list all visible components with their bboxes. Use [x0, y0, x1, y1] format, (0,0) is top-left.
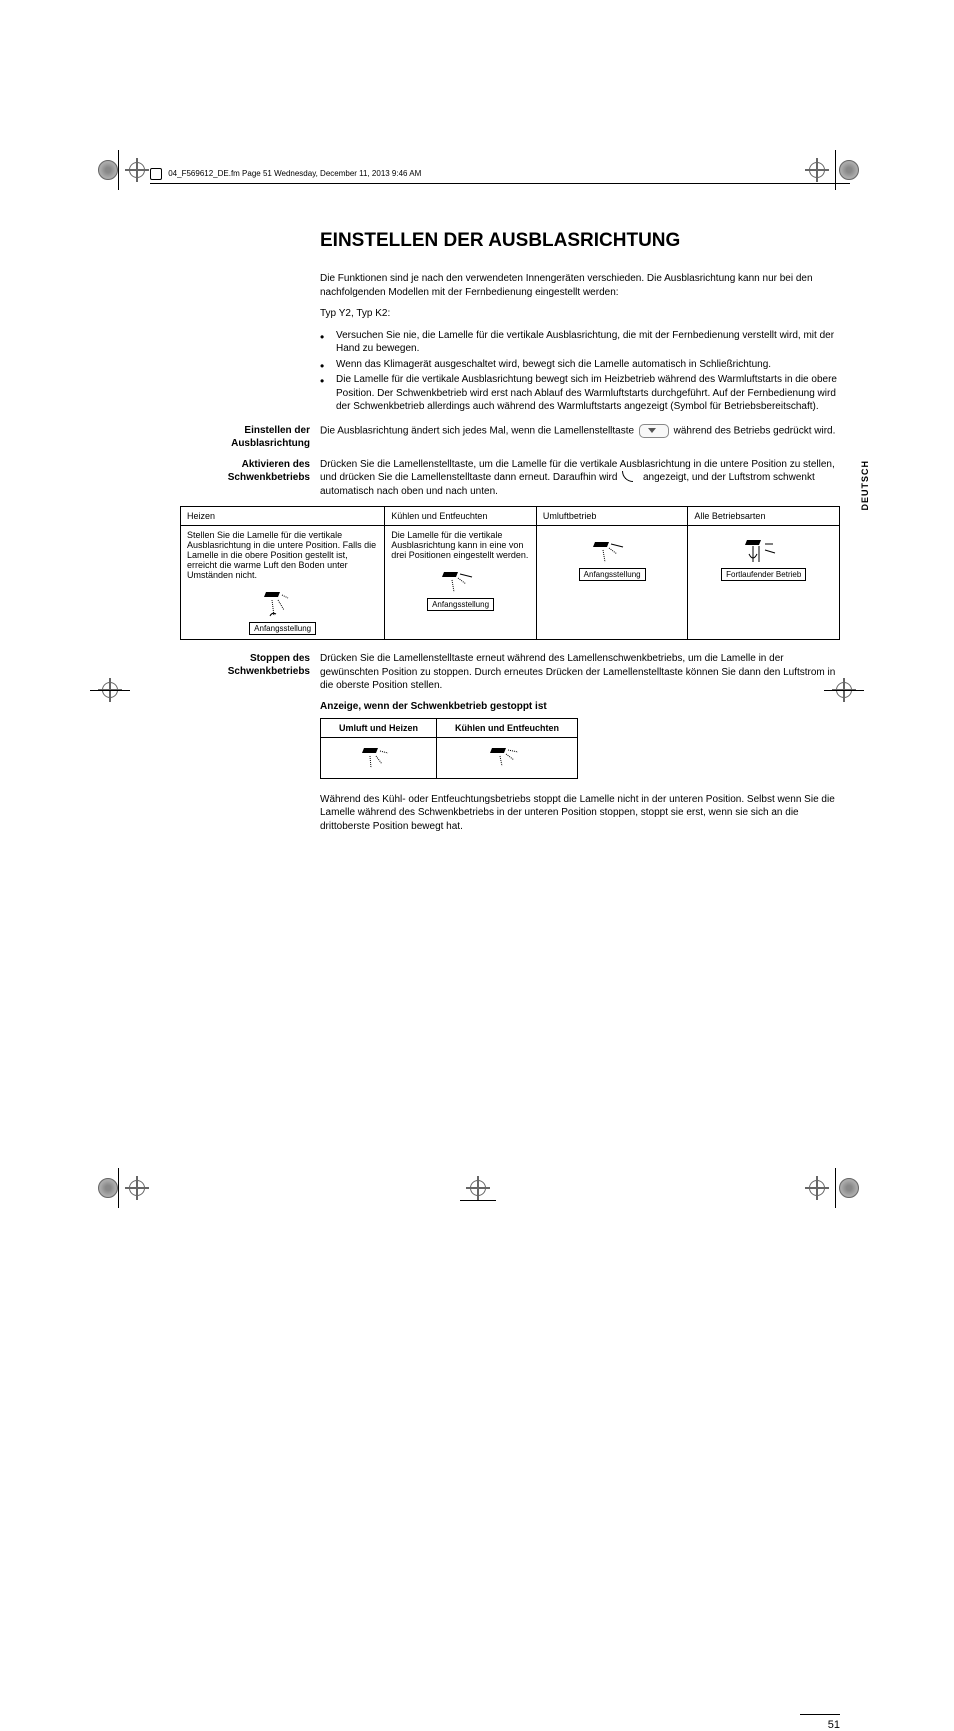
bullet-item: Versuchen Sie nie, die Lamelle für die v… — [320, 329, 840, 356]
section-text: Die Ausblasrichtung ändert sich jedes Ma… — [320, 424, 840, 450]
section-label: Stoppen des Schwenkbetriebs — [180, 652, 320, 693]
page-content: EINSTELLEN DER AUSBLASRICHTUNG Die Funkt… — [180, 230, 840, 841]
table-cell — [321, 737, 437, 778]
header-text: 04_F569612_DE.fm Page 51 Wednesday, Dece… — [168, 169, 421, 178]
printer-bar-bl — [118, 1168, 119, 1208]
page-title: EINSTELLEN DER AUSBLASRICHTUNG — [320, 230, 840, 252]
diagram-caption: Fortlaufender Betrieb — [721, 568, 806, 581]
printer-bar-br — [835, 1168, 836, 1208]
bullet-item: Die Lamelle für die vertikale Ausblasric… — [320, 373, 840, 414]
stopped-table: Umluft und Heizen Kühlen und Entfeuchten — [320, 718, 578, 779]
table-cell: Anfangsstellung — [536, 526, 688, 640]
louver-diagram: Fortlaufender Betrieb — [694, 536, 833, 581]
printer-bar-bc — [460, 1200, 496, 1201]
table-header: Heizen — [181, 507, 385, 526]
printer-mark-bl — [98, 1178, 118, 1198]
louver-diagram: Anfangsstellung — [187, 586, 378, 635]
table-cell: Stellen Sie die Lamelle für die vertikal… — [181, 526, 385, 640]
bullet-item: Wenn das Klimagerät ausgeschaltet wird, … — [320, 358, 840, 372]
table-header: Kühlen und Entfeuchten — [385, 507, 537, 526]
section-label: Einstellen der Ausblasrichtung — [180, 424, 320, 450]
table-cell — [437, 737, 578, 778]
section-aktivieren: Aktivieren des Schwenkbetriebs Drücken S… — [180, 458, 840, 499]
table-header: Alle Betriebsarten — [688, 507, 840, 526]
page-header: 04_F569612_DE.fm Page 51 Wednesday, Dece… — [150, 168, 850, 184]
printer-bar-ml — [90, 690, 130, 691]
louver-icon — [587, 536, 637, 566]
section-einstellen: Einstellen der Ausblasrichtung Die Ausbl… — [180, 424, 840, 450]
modes-table: Heizen Kühlen und Entfeuchten Umluftbetr… — [180, 506, 840, 640]
louver-icon — [354, 742, 404, 772]
table-header: Umluft und Heizen — [321, 718, 437, 737]
table-cell: Die Lamelle für die vertikale Ausblasric… — [385, 526, 537, 640]
section-text: Drücken Sie die Lamellenstelltaste erneu… — [320, 652, 840, 693]
swing-icon — [620, 471, 636, 483]
louver-icon — [739, 536, 789, 566]
section-stoppen: Stoppen des Schwenkbetriebs Drücken Sie … — [180, 652, 840, 693]
printer-mark-bl2 — [125, 1176, 149, 1200]
table-header: Umluftbetrieb — [536, 507, 688, 526]
louver-icon — [436, 566, 486, 596]
footer-text: Während des Kühl- oder Entfeuchtungsbetr… — [320, 793, 840, 834]
louver-icon — [482, 742, 532, 772]
intro-text: Die Funktionen sind je nach den verwende… — [320, 272, 840, 299]
printer-bar-tl — [118, 150, 119, 190]
diagram-caption: Anfangsstellung — [427, 598, 494, 611]
section-text: Drücken Sie die Lamellenstelltaste, um d… — [320, 458, 840, 499]
louver-diagram: Anfangsstellung — [543, 536, 682, 581]
printer-mark-br2 — [805, 1176, 829, 1200]
sub-heading: Anzeige, wenn der Schwenkbetrieb gestopp… — [320, 701, 840, 712]
printer-mark-bc — [466, 1176, 490, 1200]
diagram-caption: Anfangsstellung — [249, 622, 316, 635]
louver-icon — [258, 586, 308, 620]
table-header: Kühlen und Entfeuchten — [437, 718, 578, 737]
bullet-list: Versuchen Sie nie, die Lamelle für die v… — [320, 329, 840, 414]
language-tab: DEUTSCH — [860, 460, 870, 511]
louver-button-icon — [639, 424, 669, 438]
intro-types: Typ Y2, Typ K2: — [320, 307, 840, 321]
printer-mark-tl — [98, 160, 118, 180]
section-label: Aktivieren des Schwenkbetriebs — [180, 458, 320, 499]
diagram-caption: Anfangsstellung — [579, 568, 646, 581]
printer-mark-br — [839, 1178, 859, 1198]
page-number: 51 — [800, 1714, 840, 1731]
louver-diagram: Anfangsstellung — [391, 566, 530, 611]
doc-icon — [150, 168, 162, 180]
printer-mark-tl2 — [125, 158, 149, 182]
table-cell: Fortlaufender Betrieb — [688, 526, 840, 640]
